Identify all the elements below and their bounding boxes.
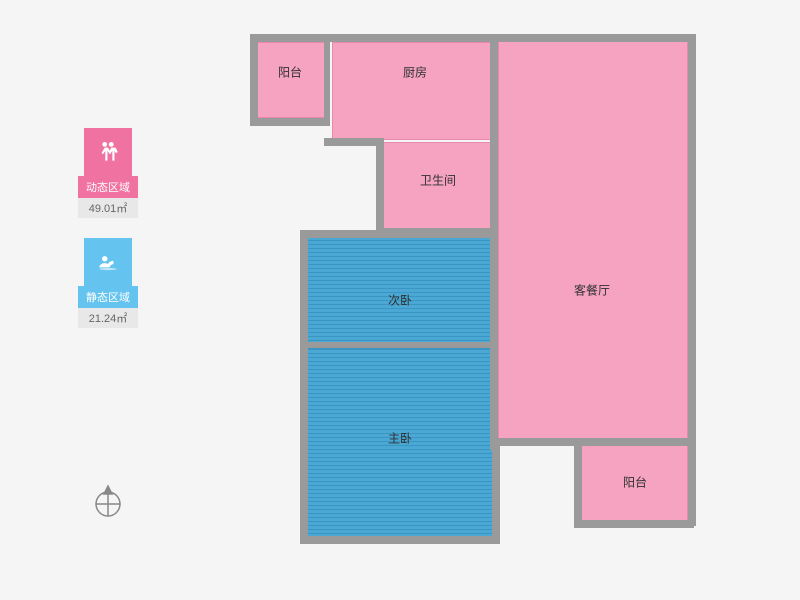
room-label-living: 客餐厅: [574, 282, 610, 299]
wall-14: [574, 438, 582, 526]
wall-0: [250, 34, 695, 42]
legend-dynamic-label: 动态区域: [78, 176, 138, 198]
dynamic-zone-icon: [84, 128, 132, 176]
static-zone-icon: [84, 238, 132, 286]
compass-icon: [88, 480, 128, 520]
legend-static: 静态区域 21.24㎡: [78, 238, 138, 328]
room-label-kitchen: 厨房: [403, 64, 427, 81]
room-kitchen: [332, 42, 494, 140]
room-label-balcony2: 阳台: [623, 474, 647, 491]
legend-dynamic: 动态区域 49.01㎡: [78, 128, 138, 218]
floorplan-canvas: 阳台厨房卫生间客餐厅次卧主卧阳台: [240, 20, 720, 580]
room-living: [498, 40, 688, 440]
wall-16: [688, 438, 696, 526]
room-label-bathroom: 卫生间: [420, 172, 456, 189]
wall-1: [250, 34, 258, 124]
wall-18: [492, 444, 500, 542]
wall-15: [574, 520, 694, 528]
room-label-bedroom1: 主卧: [388, 430, 412, 447]
wall-13: [495, 438, 695, 446]
legend-panel: 动态区域 49.01㎡ 静态区域 21.24㎡: [78, 128, 138, 348]
wall-2: [250, 118, 330, 126]
wall-9: [490, 138, 498, 234]
wall-7: [300, 230, 308, 542]
wall-11: [300, 342, 496, 348]
room-bedroom2: [305, 235, 495, 345]
room-label-bedroom2: 次卧: [388, 292, 412, 309]
room-label-balcony1: 阳台: [278, 64, 302, 81]
legend-static-value: 21.24㎡: [78, 308, 138, 328]
wall-8: [490, 34, 498, 450]
wall-3: [324, 34, 330, 122]
wall-5: [376, 138, 384, 234]
wall-12: [688, 34, 696, 446]
wall-10: [376, 228, 496, 234]
legend-static-label: 静态区域: [78, 286, 138, 308]
wall-17: [300, 536, 500, 544]
wall-4: [324, 138, 382, 146]
legend-dynamic-value: 49.01㎡: [78, 198, 138, 218]
